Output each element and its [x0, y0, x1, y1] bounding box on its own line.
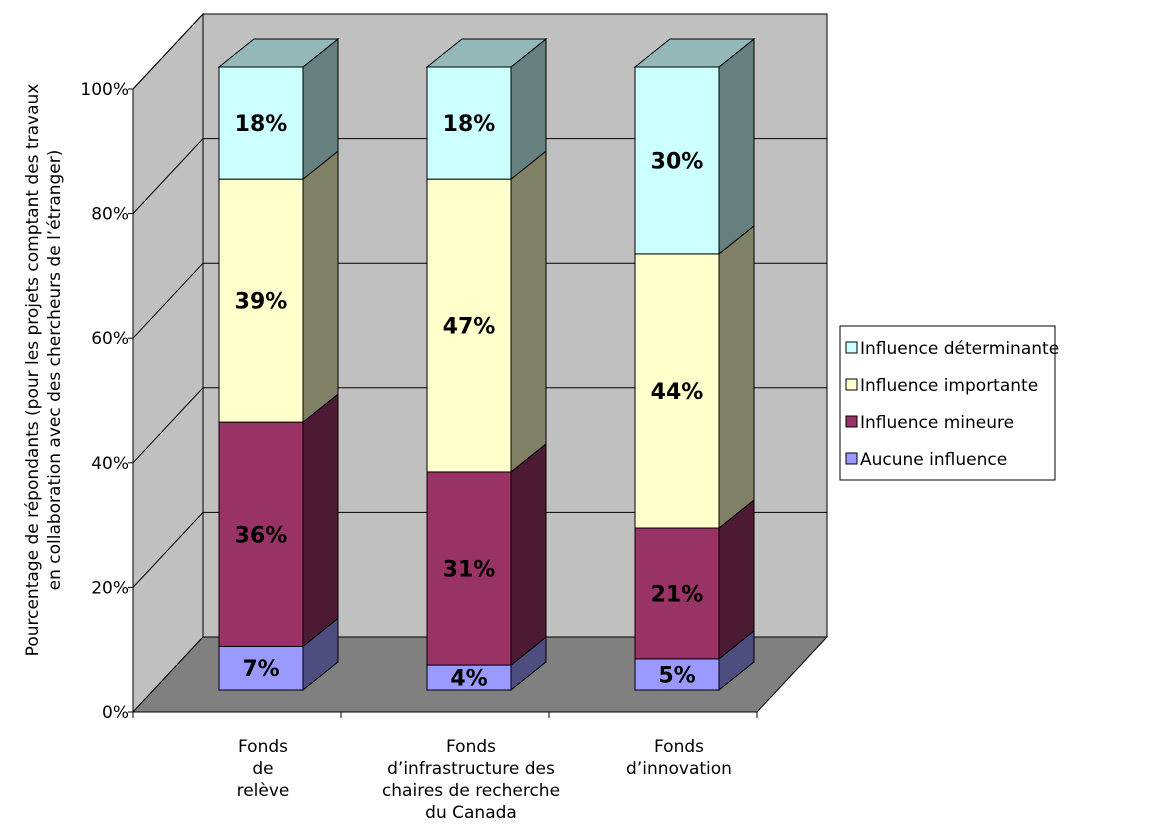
bar-top — [425, 38, 548, 68]
category-label-line: relève — [237, 781, 290, 801]
bar-segment — [634, 629, 755, 692]
data-label: 36% — [235, 523, 288, 548]
data-label: 47% — [443, 315, 496, 340]
data-label: 7% — [242, 657, 279, 682]
bars — [217, 37, 756, 692]
bar-front — [218, 66, 304, 180]
category-label-line: d’infrastructure des — [387, 759, 555, 779]
gridlines — [132, 13, 827, 588]
bar-segment — [425, 37, 548, 181]
bar-segment — [634, 224, 755, 530]
legend-swatch — [845, 341, 858, 354]
y-tick-label: 40% — [91, 454, 129, 474]
bar-side — [510, 150, 547, 473]
category-label-line: Fonds — [238, 737, 288, 757]
legend-swatch — [845, 378, 858, 391]
legend-label: Aucune influence — [860, 450, 1007, 470]
y-axis-title: Pourcentage de répondants (pour les proj… — [23, 84, 65, 657]
data-label: 30% — [651, 149, 704, 174]
data-label: 18% — [235, 112, 288, 137]
data-label: 5% — [658, 663, 695, 688]
y-tick-label: 60% — [91, 329, 129, 349]
gridline-100 — [132, 13, 827, 90]
bar-segment — [426, 150, 547, 473]
y-tick-label: 20% — [91, 578, 129, 598]
gridline-20 — [132, 511, 827, 588]
legend-label: Influence déterminante — [860, 339, 1059, 359]
y-axis-title-text: Pourcentage de répondants (pour les proj… — [23, 84, 65, 657]
axes — [128, 88, 758, 718]
category-label: Fonds d’innovation — [626, 737, 732, 779]
category-label: Fonds d’infrastructure des chaires de rech… — [382, 737, 560, 823]
bar-front — [218, 421, 304, 647]
category-label-line: chaires de recherche — [382, 781, 560, 801]
data-label: 18% — [443, 112, 496, 137]
data-label: 21% — [651, 582, 704, 607]
gridline-80 — [132, 138, 827, 214]
bar-segment — [218, 150, 339, 424]
bar-front — [426, 66, 512, 180]
legend-label: Influence mineure — [860, 413, 1014, 433]
bar-front — [218, 178, 304, 423]
data-label: 4% — [450, 667, 487, 692]
y-tick-labels: 0% 20% 40% 60% 80% 100% — [80, 80, 129, 723]
category-label-line: de — [252, 759, 273, 779]
bar-segment — [218, 393, 339, 648]
bar-side — [718, 37, 755, 255]
bar-front — [426, 664, 512, 691]
category-label-line: Fonds — [654, 737, 704, 757]
y-tick-label: 100% — [80, 80, 129, 100]
bar-top — [633, 38, 756, 68]
y-axis-title-line: en collaboration avec des chercheurs de … — [45, 150, 65, 591]
bar-front — [634, 253, 720, 529]
legend-swatch — [845, 415, 858, 428]
legend-label: Influence importante — [860, 376, 1038, 396]
legend-box — [839, 325, 1056, 481]
y-axis-title-line: Pourcentage de répondants (pour les proj… — [23, 84, 43, 657]
side-wall — [132, 12, 204, 714]
bar-top — [217, 38, 340, 68]
bar-side — [718, 224, 755, 530]
gridline-40 — [132, 387, 827, 464]
category-label-line: d’innovation — [626, 759, 732, 779]
legend: Influence déterminante Influence importan… — [839, 325, 1059, 481]
bar-segment — [426, 636, 547, 692]
bar-segment — [634, 498, 755, 660]
bar-side — [510, 442, 547, 667]
category-label-line: Fonds — [446, 737, 496, 757]
bar-side — [302, 150, 339, 424]
category-label: Fonds de relève — [237, 737, 290, 801]
legend-swatch — [845, 452, 858, 465]
bar-side — [302, 393, 339, 648]
data-label: 44% — [651, 380, 704, 405]
data-label: 31% — [443, 558, 496, 583]
y-tick-label: 80% — [91, 205, 129, 225]
category-label-line: du Canada — [425, 803, 517, 823]
bar-segment — [633, 37, 756, 255]
y-tick-label: 0% — [102, 703, 129, 723]
bar-segment — [217, 37, 340, 181]
bar-front — [426, 471, 512, 666]
bar-segment — [426, 442, 547, 667]
bar-front — [426, 178, 512, 473]
data-label: 39% — [235, 290, 288, 315]
gridline-60 — [132, 262, 827, 339]
bar-front — [634, 66, 720, 255]
data-labels: 7% 36% 39% 18% 4% 31% 47% 18% 5% 21% 44% 30% — [235, 112, 704, 691]
